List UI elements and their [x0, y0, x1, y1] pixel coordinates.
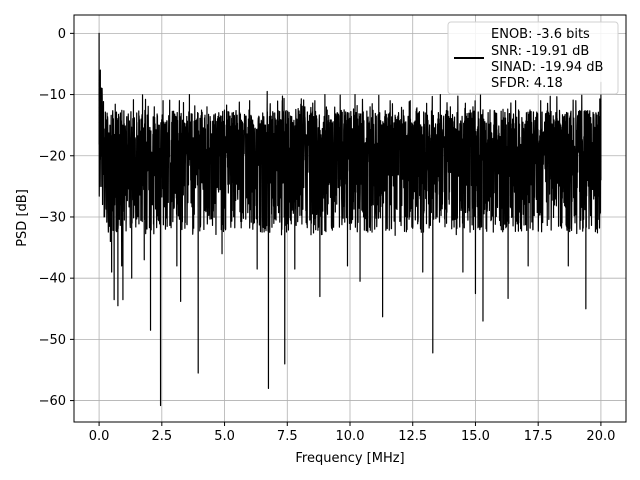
x-axis-label: Frequency [MHz] — [295, 451, 404, 466]
psd-series-line — [98, 32, 602, 407]
x-tick-label: 17.5 — [524, 429, 553, 444]
y-tick-label: −60 — [39, 394, 66, 409]
x-tick-label: 15.0 — [461, 429, 490, 444]
legend-entry-sfdr: SFDR: 4.18 — [491, 76, 563, 91]
y-tick-label: −20 — [39, 149, 66, 164]
y-tick-label: −40 — [39, 272, 66, 287]
y-axis-label: PSD [dB] — [15, 189, 30, 247]
x-tick-label: 12.5 — [398, 429, 427, 444]
legend-entry-snr: SNR: -19.91 dB — [491, 44, 589, 59]
y-tick-label: −50 — [39, 333, 66, 348]
legend-entry-enob: ENOB: -3.6 bits — [491, 27, 590, 42]
y-tick-label: −10 — [39, 88, 66, 103]
x-axis: 0.0 2.5 5.0 7.5 10.0 12.5 15.0 17.5 20.0 — [89, 422, 615, 444]
x-tick-label: 10.0 — [336, 429, 365, 444]
x-tick-label: 7.5 — [277, 429, 298, 444]
x-tick-label: 20.0 — [586, 429, 615, 444]
y-axis: 0 −10 −20 −30 −40 −50 −60 — [39, 27, 74, 409]
legend: ENOB: -3.6 bits SNR: -19.91 dB SINAD: -1… — [447, 21, 619, 95]
x-tick-label: 5.0 — [214, 429, 235, 444]
x-tick-label: 0.0 — [89, 429, 110, 444]
y-tick-label: −30 — [39, 210, 66, 225]
series-layer — [98, 32, 602, 407]
x-tick-label: 2.5 — [151, 429, 172, 444]
legend-box — [447, 21, 619, 95]
legend-entry-sinad: SINAD: -19.94 dB — [491, 60, 603, 75]
y-tick-label: 0 — [58, 27, 66, 42]
